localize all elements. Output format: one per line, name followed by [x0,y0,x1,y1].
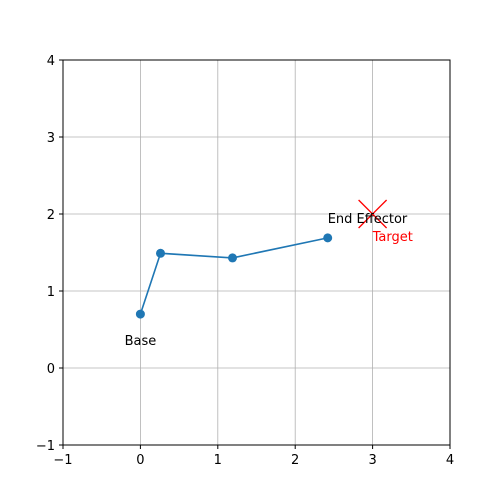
axes-frame [62,59,451,446]
annotations: Base End Effector Target [125,212,413,349]
y-tick-label: −1 [36,439,55,454]
x-tick-label: −1 [53,453,72,468]
x-tick-label: 4 [446,453,454,468]
y-tick-label: 4 [47,54,55,69]
target-x-stroke [358,199,388,229]
annotation-target: Target [372,230,413,245]
joint-point [156,248,166,258]
annotation-end-effector: End Effector [328,212,408,227]
x-tick-label: 2 [291,453,299,468]
y-tick-label: 2 [47,208,55,223]
arm-line [139,237,328,315]
joint-point [228,253,238,263]
target-marker [358,199,388,229]
joint-point [323,233,333,243]
x-tick-label: 1 [214,453,222,468]
x-tick-label: 0 [136,453,144,468]
y-tick-label: 1 [47,285,55,300]
y-tick-label: 3 [47,131,55,146]
series-arm [135,233,333,319]
ticks: −1 0 1 2 3 4 −1 0 1 2 3 4 [36,54,454,468]
joint-point [135,309,145,319]
annotation-base: Base [125,334,157,349]
x-tick-label: 3 [368,453,376,468]
y-tick-label: 0 [47,362,55,377]
